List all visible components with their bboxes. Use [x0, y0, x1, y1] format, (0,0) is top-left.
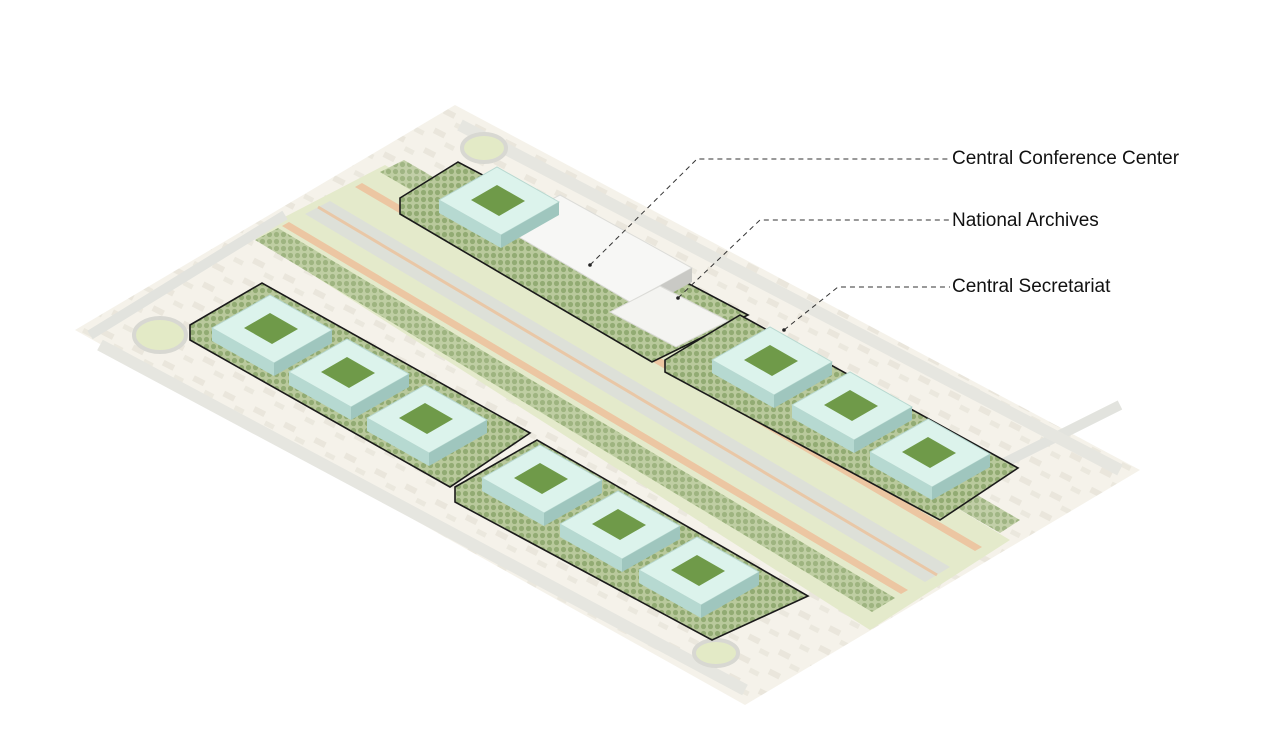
building-icon [710, 326, 834, 408]
building-icon [868, 418, 992, 500]
roundabout-icon [132, 316, 188, 354]
building-icon [558, 490, 682, 572]
courtyard-icon [744, 345, 798, 376]
roundabout-icon [460, 132, 508, 164]
leader-line-conference [589, 158, 950, 266]
side-path-south [282, 222, 908, 594]
white-block-archives [608, 285, 730, 348]
courtyard-icon [671, 555, 725, 586]
roundabout-icon [692, 638, 740, 668]
south-edge-road [97, 339, 748, 696]
label-central-secretariat: Central Secretariat [952, 276, 1111, 297]
tree-row-south [255, 228, 895, 612]
courtyard-icon [399, 403, 453, 434]
courtyard-icon [824, 390, 878, 421]
north-edge-road [457, 119, 1123, 476]
courtyard-icon [321, 357, 375, 388]
courtyard-icon [592, 509, 646, 540]
building-icon [790, 371, 914, 453]
courtyard-icon [902, 437, 956, 468]
building-icon [365, 384, 489, 466]
cross-road-west [87, 210, 288, 340]
courtyard-icon [471, 185, 525, 216]
courtyard-icon [244, 313, 298, 344]
label-national-archives: National Archives [952, 210, 1099, 231]
leader-line-archives [677, 219, 950, 299]
building-icon [480, 444, 604, 526]
building-icon [210, 294, 334, 376]
courtyard-icon [514, 463, 568, 494]
building-icon [637, 536, 761, 618]
axis-path [317, 205, 938, 577]
building-icon [287, 338, 411, 420]
leader-dot-archives [676, 296, 680, 300]
label-central-conference-center: Central Conference Center [952, 148, 1180, 169]
leader-dot-secretariat [782, 328, 786, 332]
building-icon [437, 166, 561, 248]
leader-dot-conference [588, 263, 592, 267]
